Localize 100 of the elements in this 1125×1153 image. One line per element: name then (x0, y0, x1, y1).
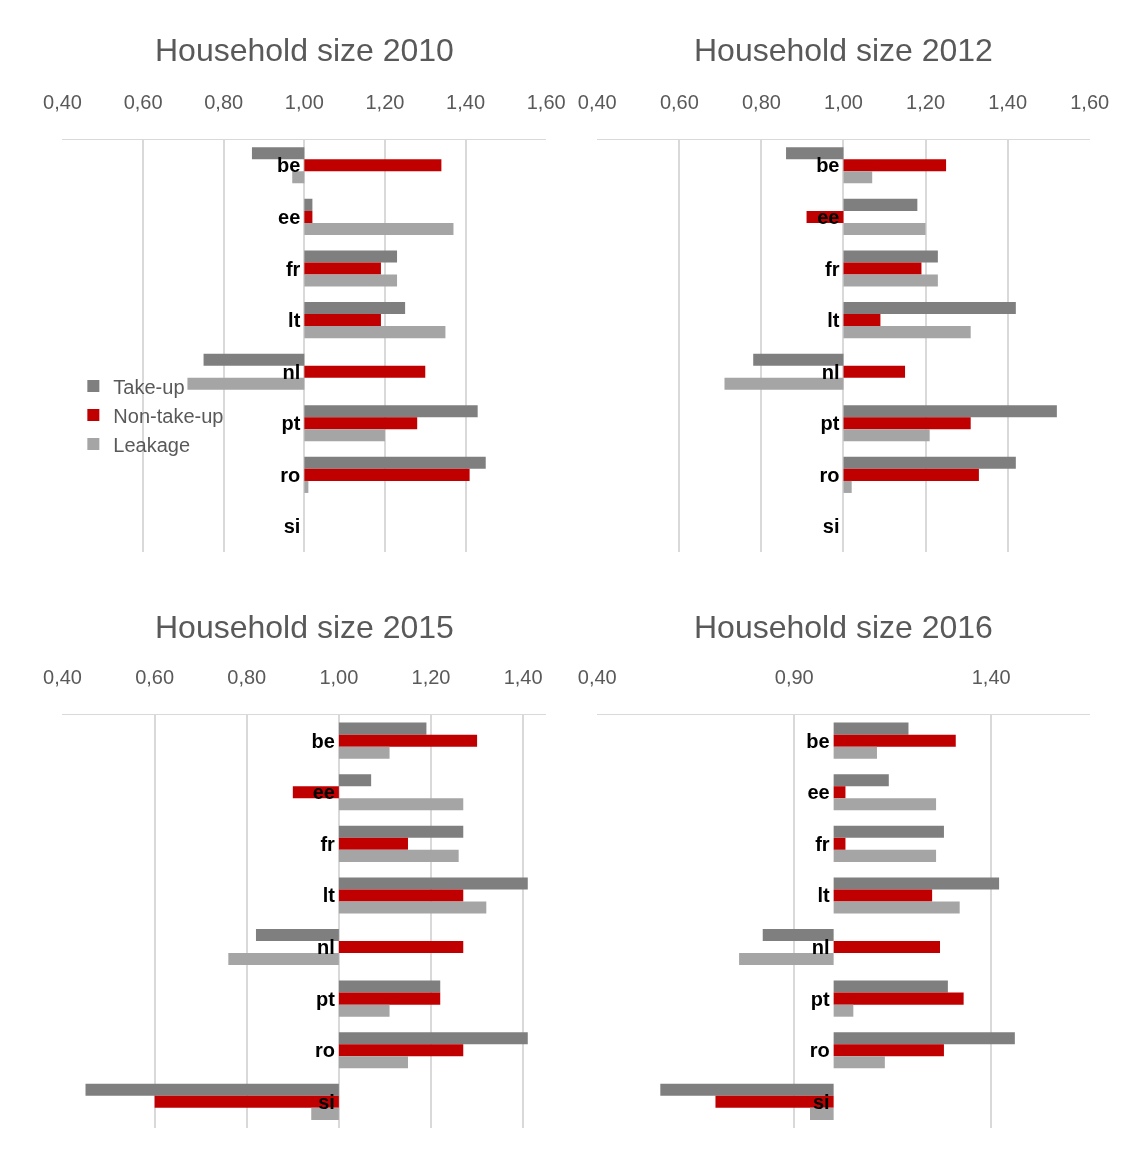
y-tick-label: ee (312, 781, 335, 804)
x-tick-label: 1,20 (411, 665, 451, 688)
y-tick-label: pt (810, 987, 830, 1010)
bar (338, 798, 464, 811)
bar (338, 889, 464, 902)
chart-title: Household size 2010 (155, 32, 454, 68)
y-tick-label: pt (281, 412, 301, 435)
bar (843, 468, 979, 481)
bar (843, 456, 1016, 469)
bar (833, 901, 960, 914)
x-tick-label: 1,20 (365, 90, 405, 113)
bar (338, 901, 487, 914)
x-tick-label: 1,00 (319, 665, 359, 688)
bar (843, 198, 918, 211)
x-tick-label: 0,40 (43, 665, 82, 688)
x-tick-label: 0,60 (659, 90, 699, 113)
y-tick-label: fr (320, 832, 336, 855)
bar (304, 198, 313, 211)
y-tick-label: si (318, 1090, 335, 1113)
bar (833, 825, 944, 838)
bar (833, 980, 948, 993)
y-tick-label: si (812, 1090, 830, 1113)
bar (843, 365, 906, 378)
y-tick-label: ro (314, 1039, 335, 1062)
bar (833, 992, 964, 1005)
y-tick-label: fr (825, 257, 840, 280)
bar (292, 171, 305, 184)
bar (338, 1044, 464, 1057)
y-tick-label: nl (821, 360, 840, 383)
bar (715, 1095, 834, 1108)
x-tick-label: 0,60 (135, 665, 175, 688)
bar (843, 417, 971, 430)
bar (85, 1083, 339, 1096)
y-tick-label: ee (278, 205, 301, 228)
bar (843, 171, 873, 184)
y-tick-label: lt (827, 309, 840, 332)
bar (338, 1056, 408, 1069)
y-tick-label: pt (316, 987, 336, 1010)
x-tick-label: 1,40 (971, 665, 1011, 688)
bar (304, 480, 309, 493)
y-tick-label: nl (282, 360, 301, 383)
bar (338, 992, 441, 1005)
x-tick-label: 1,40 (503, 665, 543, 688)
bar (304, 456, 486, 469)
y-tick-label: ro (809, 1039, 830, 1062)
y-tick-label: be (311, 729, 335, 752)
bar (833, 889, 933, 902)
bar (311, 1107, 339, 1120)
legend-label: Leakage (113, 433, 191, 456)
y-tick-label: ee (817, 205, 840, 228)
bar (304, 326, 446, 339)
x-tick-label: 1,20 (906, 90, 946, 113)
x-tick-label: 0,80 (204, 90, 244, 113)
bar (154, 1095, 339, 1108)
bar (338, 722, 427, 735)
bar (843, 222, 926, 235)
bar (338, 774, 372, 787)
bar (338, 825, 464, 838)
bar (304, 210, 313, 223)
x-tick-label: 0,40 (43, 90, 82, 113)
legend-label: Non-take-up (113, 404, 224, 427)
y-tick-label: be (816, 154, 840, 177)
bar (228, 953, 339, 966)
bar (338, 849, 459, 862)
bar (833, 1004, 854, 1017)
bar (304, 314, 381, 327)
bar (660, 1083, 834, 1096)
bar (304, 250, 398, 263)
bar (843, 302, 1016, 315)
bar (203, 353, 305, 366)
x-tick-label: 1,60 (526, 90, 566, 113)
bar (304, 262, 381, 275)
x-tick-label: 0,80 (227, 665, 267, 688)
x-tick-label: 0,80 (741, 90, 781, 113)
bar (338, 877, 528, 890)
bar (833, 837, 846, 850)
bar (843, 274, 938, 287)
bar (843, 480, 852, 493)
bar (843, 326, 971, 339)
x-tick-label: 0,40 (577, 665, 617, 688)
bar (753, 353, 844, 366)
y-tick-label: si (822, 515, 840, 538)
bar (304, 159, 442, 172)
y-tick-label: fr (815, 832, 830, 855)
chart-title: Household size 2015 (155, 609, 454, 645)
y-tick-label: nl (317, 936, 335, 959)
bar (843, 262, 922, 275)
y-tick-label: ee (807, 781, 830, 804)
y-tick-label: lt (322, 884, 336, 907)
bar (833, 1056, 885, 1069)
y-tick-label: ro (819, 463, 840, 486)
chart-title: Household size 2016 (694, 609, 993, 645)
bar (338, 1032, 528, 1045)
bar (833, 849, 937, 862)
bar (833, 798, 937, 811)
bar (833, 734, 956, 747)
bar (338, 1004, 390, 1017)
bar (187, 377, 305, 390)
y-tick-label: si (283, 515, 301, 538)
bar (304, 417, 418, 430)
